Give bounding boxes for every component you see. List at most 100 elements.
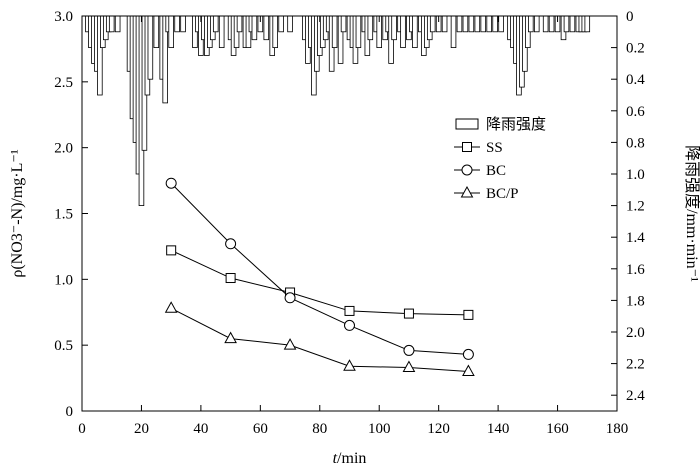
right-y-tick-label: 1.0 bbox=[626, 167, 645, 183]
left-y-tick-label: 2.5 bbox=[54, 75, 73, 91]
rainfall-bar bbox=[355, 15, 362, 49]
x-axis: 0 20 40 60 80 100 120 140 160 180 bbox=[78, 16, 628, 437]
series-line-bc-p bbox=[170, 307, 469, 372]
left-y-tick-label: 0 bbox=[66, 404, 74, 420]
rainfall-bar bbox=[400, 15, 406, 49]
rainfall-bar bbox=[153, 15, 160, 49]
right-y-tick-label: 1.8 bbox=[626, 293, 645, 309]
series-bc-p bbox=[164, 301, 475, 376]
series-line-bc bbox=[170, 182, 469, 355]
legend-marker-ss bbox=[462, 142, 472, 152]
x-tick-label: 0 bbox=[78, 421, 86, 437]
series-ss bbox=[166, 245, 474, 320]
rainfall-bar bbox=[450, 15, 457, 49]
data-point-ss bbox=[166, 245, 177, 256]
legend-label-bc-p: BC/P bbox=[486, 186, 519, 202]
right-y-tick-label: 0 bbox=[626, 9, 634, 25]
rainfall-bar bbox=[429, 15, 436, 33]
right-y-tick-label: 0.8 bbox=[626, 135, 645, 151]
right-y-tick-label: 1.4 bbox=[626, 230, 645, 246]
right-y-tick-label: 0.6 bbox=[626, 104, 645, 120]
data-point-bc-p bbox=[343, 359, 356, 371]
right-y-tick-label: 2.2 bbox=[626, 357, 645, 373]
rainfall-bar bbox=[542, 15, 549, 33]
legend-marker-bc-p bbox=[460, 185, 474, 198]
x-tick-label: 100 bbox=[368, 421, 391, 437]
rainfall-bar bbox=[272, 15, 278, 49]
left-y-tick-label: 3.0 bbox=[54, 9, 73, 25]
x-axis-variable: t bbox=[333, 450, 338, 467]
data-point-ss bbox=[403, 308, 414, 319]
right-y-tick-label: 2.4 bbox=[626, 388, 645, 404]
rainfall-bar bbox=[367, 15, 374, 41]
rainfall-bar bbox=[218, 15, 225, 49]
data-point-ss bbox=[225, 273, 236, 284]
rainfall-bar bbox=[251, 15, 258, 41]
data-point-bc-p bbox=[224, 331, 237, 344]
right-y-tick-label: 1.6 bbox=[626, 262, 645, 278]
rainfall-bar bbox=[441, 15, 448, 33]
rainfall-bar bbox=[486, 15, 492, 33]
rainfall-bar bbox=[480, 15, 487, 33]
x-tick-label: 140 bbox=[487, 421, 510, 437]
x-tick-label: 80 bbox=[312, 421, 327, 437]
data-point-bc-p bbox=[462, 364, 475, 376]
left-y-axis-label: ρ(NO3⁻-N)/mg·L⁻¹ bbox=[9, 149, 26, 278]
rainfall-bar bbox=[474, 15, 481, 33]
rainfall-bar bbox=[412, 15, 418, 49]
legend-item-rainfall: 降雨强度 bbox=[455, 116, 546, 133]
rainfall-bar bbox=[212, 15, 219, 33]
rainfall-bar bbox=[391, 15, 397, 41]
rainfall-bar bbox=[236, 15, 243, 33]
rainfall-bar bbox=[180, 15, 186, 33]
left-y-tick-label: 0.5 bbox=[54, 338, 73, 354]
left-y-axis: 0 0.5 1.0 1.5 2.0 2.5 3.0 bbox=[54, 9, 88, 420]
data-point-bc bbox=[225, 238, 237, 250]
rainfall-bar bbox=[147, 15, 154, 80]
data-point-ss bbox=[344, 305, 355, 316]
x-tick-label: 20 bbox=[134, 421, 149, 437]
rainfall-bar bbox=[340, 15, 347, 33]
data-point-bc-p bbox=[164, 301, 178, 313]
x-axis-label: t/min bbox=[333, 450, 367, 467]
legend-marker-bc bbox=[461, 164, 473, 176]
data-point-bc-p bbox=[283, 338, 297, 350]
left-y-tick-label: 2.0 bbox=[54, 141, 73, 157]
series-line-ss bbox=[170, 249, 469, 316]
right-y-tick-label: 0.4 bbox=[626, 72, 645, 88]
right-y-tick-label: 2.0 bbox=[626, 325, 645, 341]
data-point-ss bbox=[463, 309, 474, 320]
right-y-tick-label: 1.2 bbox=[626, 199, 645, 215]
legend-item-bc-p: BC/P bbox=[454, 185, 519, 202]
legend-swatch-rainfall bbox=[455, 118, 479, 130]
rainfall-bar bbox=[331, 15, 338, 49]
series-bc bbox=[165, 177, 474, 360]
x-tick-label: 120 bbox=[427, 421, 450, 437]
legend-item-bc: BC bbox=[454, 163, 506, 179]
series-layer bbox=[164, 177, 475, 376]
rainfall-bar bbox=[456, 15, 463, 33]
legend-label-ss: SS bbox=[486, 140, 503, 156]
x-tick-label: 40 bbox=[193, 421, 208, 437]
x-axis-unit: /min bbox=[337, 450, 366, 467]
rainfall-bar bbox=[492, 15, 498, 33]
x-tick-label: 60 bbox=[253, 421, 268, 437]
rainfall-bar bbox=[528, 15, 534, 33]
right-y-axis-label: 降雨强度/mm·min⁻¹ bbox=[683, 145, 700, 282]
legend: 降雨强度 SS BC BC/P bbox=[454, 116, 546, 202]
left-y-tick-label: 1.0 bbox=[54, 272, 73, 288]
data-point-bc bbox=[165, 177, 177, 189]
rainfall-bar bbox=[462, 15, 469, 33]
rainfall-bar bbox=[114, 15, 121, 33]
rainfall-bar bbox=[278, 15, 284, 33]
rainfall-bar bbox=[108, 15, 115, 33]
x-tick-label: 160 bbox=[546, 421, 569, 437]
rainfall-bars bbox=[85, 15, 591, 207]
rainfall-bar bbox=[563, 15, 570, 33]
rainfall-bar bbox=[548, 15, 555, 33]
rainfall-bar bbox=[533, 15, 540, 33]
right-y-tick-label: 0.2 bbox=[626, 41, 645, 57]
rainfall-bar bbox=[468, 15, 475, 33]
data-point-bc bbox=[403, 344, 415, 356]
